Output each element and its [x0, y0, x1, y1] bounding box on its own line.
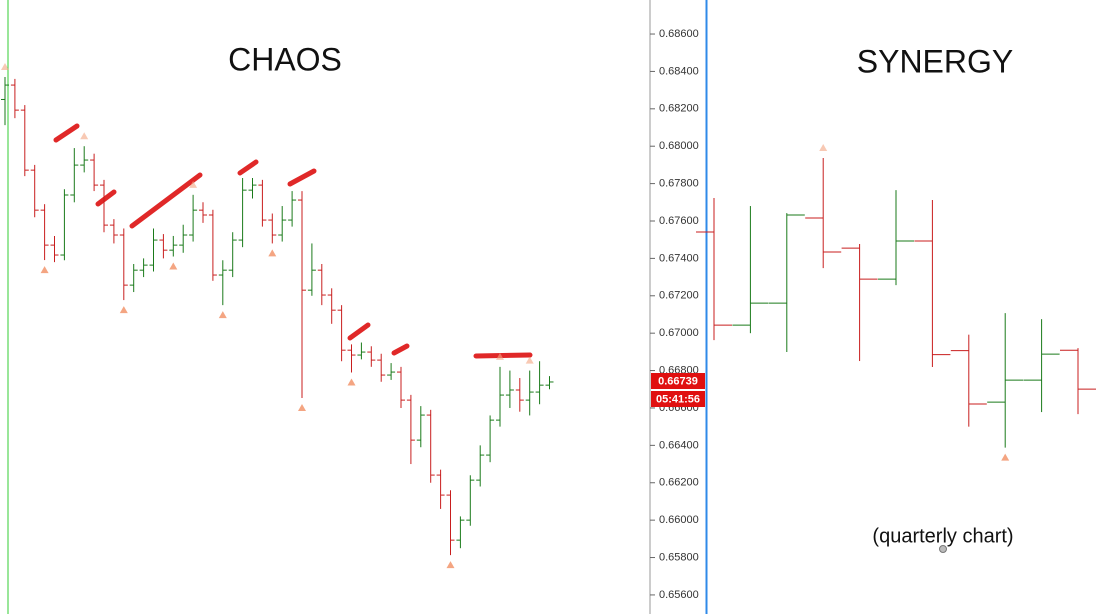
up-fractal: [496, 352, 504, 360]
down-fractal: [40, 266, 49, 274]
zone-line: [287, 168, 317, 187]
down-fractal: [119, 306, 128, 314]
down-fractal: [169, 262, 178, 270]
zone-line: [347, 322, 371, 341]
cursor-dot: [939, 545, 947, 553]
zone-line: [237, 159, 259, 176]
y-tick-label: 0.67400: [659, 252, 699, 264]
down-fractal: [268, 249, 277, 257]
timer-box: [651, 391, 705, 407]
down-fractal: [218, 311, 227, 319]
chart-title: SYNERGY: [857, 43, 1013, 79]
up-fractal: [80, 132, 89, 140]
y-tick-label: 0.67200: [659, 290, 699, 302]
zone-lines: [53, 123, 533, 359]
y-tick-label: 0.65800: [659, 551, 699, 563]
zone-line: [53, 123, 80, 143]
current-price: 0.66739: [658, 375, 698, 387]
chart-title: CHAOS: [228, 41, 342, 77]
down-fractal: [446, 561, 455, 569]
zone-line: [129, 172, 203, 229]
y-tick-label: 0.67600: [659, 215, 699, 227]
up-fractal: [1, 63, 9, 71]
y-tick-label: 0.67800: [659, 178, 699, 190]
y-tick-label: 0.68200: [659, 103, 699, 115]
zone-line: [391, 343, 410, 356]
chart-subtitle: (quarterly chart): [872, 525, 1013, 547]
down-fractal: [298, 404, 306, 412]
up-fractal: [525, 356, 534, 364]
y-tick-label: 0.68600: [659, 28, 699, 40]
y-tick-label: 0.68000: [659, 140, 699, 152]
y-tick-label: 0.65600: [659, 589, 699, 601]
down-fractal: [347, 378, 356, 386]
zone-line: [473, 352, 533, 359]
up-fractal: [189, 180, 198, 188]
y-tick-label: 0.66000: [659, 514, 699, 526]
bar-timer: 05:41:56: [656, 393, 700, 405]
y-tick-label: 0.66400: [659, 439, 699, 451]
price-label-box: [651, 373, 705, 389]
y-tick-label: 0.66200: [659, 477, 699, 489]
down-fractal: [1001, 453, 1010, 461]
zone-line: [95, 189, 117, 207]
y-tick-label: 0.67000: [659, 327, 699, 339]
up-fractal: [819, 143, 828, 151]
y-tick-label: 0.68400: [659, 65, 699, 77]
